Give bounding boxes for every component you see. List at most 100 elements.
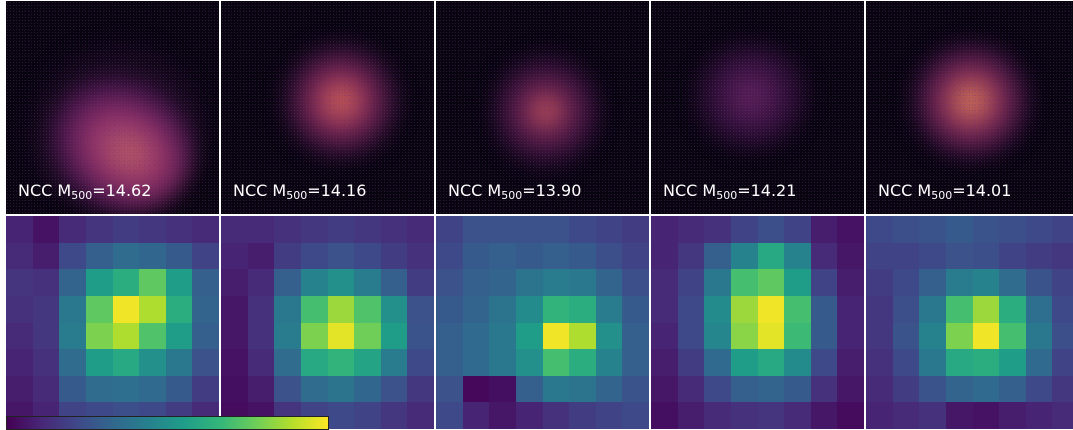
heatmap-cell (192, 375, 219, 403)
colorbar (6, 416, 329, 430)
heatmap-cell (407, 402, 434, 429)
heatmap-cell (945, 295, 973, 323)
heatmap-cell (300, 269, 328, 296)
heatmap-cell (704, 216, 731, 243)
xray-panel-4: NCC M500=14.21 (651, 1, 864, 214)
heatmap-cell (919, 322, 946, 350)
heatmap-cell (354, 322, 381, 350)
heatmap-cell (730, 295, 758, 323)
heatmap-cell (810, 269, 838, 296)
heatmap-cell (704, 375, 731, 403)
heatmap-cell (677, 375, 705, 403)
heatmap-panel-3 (436, 216, 649, 429)
heatmap-cell (327, 295, 355, 323)
heatmap-cell (569, 375, 596, 403)
heatmap-cell (407, 269, 434, 296)
heatmap-cell (892, 349, 920, 376)
heatmap-cell (407, 322, 434, 350)
heatmap-panel-2 (221, 216, 434, 429)
heatmap-cell (6, 349, 33, 376)
heatmap-cell (677, 349, 705, 376)
heatmap-cell (569, 402, 596, 429)
heatmap-cell (247, 375, 275, 403)
heatmap-cell (837, 216, 864, 243)
heatmap-cell (651, 269, 678, 296)
xray-panel-3: NCC M500=13.90 (436, 1, 649, 214)
heatmap-cell (542, 216, 570, 243)
heatmap-cell (274, 216, 301, 243)
heatmap-cell (354, 349, 381, 376)
heatmap-cell (1025, 216, 1053, 243)
heatmap-cell (247, 269, 275, 296)
panel-caption: NCC M500=14.62 (18, 181, 152, 202)
heatmap-cell (784, 242, 811, 270)
heatmap-cell (354, 402, 381, 429)
heatmap-cell (407, 242, 434, 270)
heatmap-cell (810, 216, 838, 243)
heatmap-cell (704, 242, 731, 270)
heatmap-cell (972, 242, 1000, 270)
heatmap-cell (919, 349, 946, 376)
heatmap-cell (810, 322, 838, 350)
heatmap-cell (757, 269, 785, 296)
heatmap-cell (784, 375, 811, 403)
heatmap-cell (622, 402, 649, 429)
heatmap-cell (221, 295, 248, 323)
heatmap-cell (327, 349, 355, 376)
heatmap-cell (380, 242, 408, 270)
heatmap-cell (85, 375, 113, 403)
heatmap-cell (945, 375, 973, 403)
heatmap-cell (999, 242, 1026, 270)
heatmap-cell (919, 295, 946, 323)
heatmap-cell (866, 322, 893, 350)
heatmap-cell (704, 269, 731, 296)
heatmap-cell (112, 242, 140, 270)
heatmap-panel-1 (6, 216, 219, 429)
heatmap-cell (919, 242, 946, 270)
heatmap-cell (489, 295, 516, 323)
heatmap-cell (274, 269, 301, 296)
heatmap-cell (837, 242, 864, 270)
heatmap-cell (112, 375, 140, 403)
heatmap-cell (247, 349, 275, 376)
heatmap-cell (569, 349, 596, 376)
heatmap-cell (730, 402, 758, 429)
heatmap-cell (837, 375, 864, 403)
heatmap-cell (515, 216, 543, 243)
heatmap-cell (999, 322, 1026, 350)
panel-caption: NCC M500=14.21 (663, 181, 797, 202)
heatmap-cell (462, 269, 490, 296)
heatmap-cell (677, 402, 705, 429)
noise-texture (6, 1, 219, 214)
heatmap-cell (999, 349, 1026, 376)
heatmap-cell (892, 216, 920, 243)
heatmap-cell (730, 269, 758, 296)
heatmap-cell (489, 402, 516, 429)
heatmap-cell (32, 242, 60, 270)
heatmap-cell (810, 295, 838, 323)
heatmap-cell (1025, 295, 1053, 323)
heatmap-cell (489, 349, 516, 376)
heatmap-cell (866, 216, 893, 243)
heatmap-cell (139, 295, 166, 323)
heatmap-cell (6, 322, 33, 350)
cluster-halo (16, 31, 206, 211)
heatmap-cell (569, 269, 596, 296)
heatmap-cell (6, 242, 33, 270)
heatmap-cell (919, 375, 946, 403)
heatmap-cell (999, 216, 1026, 243)
heatmap-cell (515, 375, 543, 403)
heatmap-cell (407, 295, 434, 323)
panel-caption: NCC M500=14.01 (878, 181, 1012, 202)
heatmap-panel-4 (651, 216, 864, 429)
heatmap-cell (515, 295, 543, 323)
heatmap-cell (784, 402, 811, 429)
heatmap-cell (300, 216, 328, 243)
heatmap-cell (945, 322, 973, 350)
heatmap-cell (704, 402, 731, 429)
heatmap-cell (622, 269, 649, 296)
heatmap-cell (247, 295, 275, 323)
heatmap-cell (595, 402, 623, 429)
heatmap-cell (784, 295, 811, 323)
heatmap-cell (622, 375, 649, 403)
